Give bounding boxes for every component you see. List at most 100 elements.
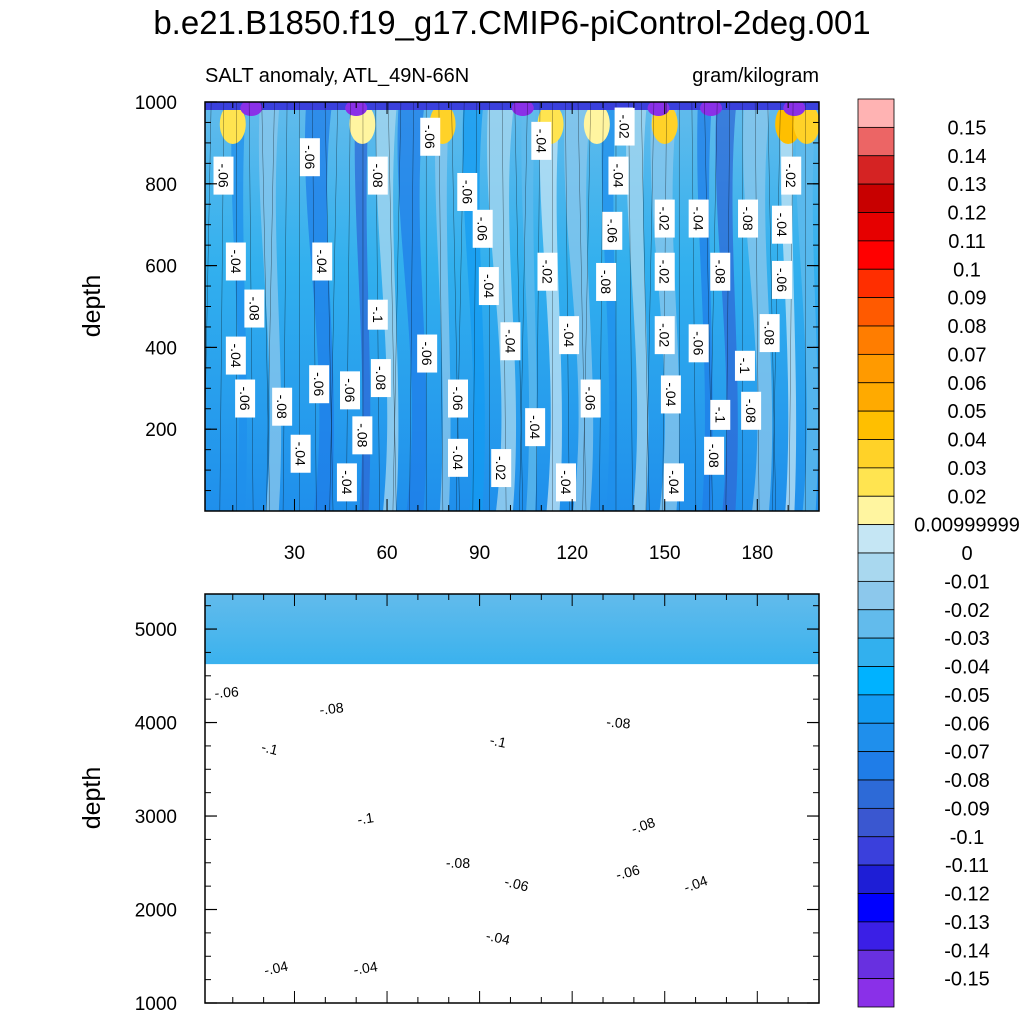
contour-label: -.04 bbox=[688, 199, 709, 238]
contour-label-text: -.06 bbox=[419, 341, 435, 365]
contour-label-text: -.1 bbox=[370, 307, 386, 324]
colorbar-swatch bbox=[857, 212, 895, 242]
contour-label-text: -.1 bbox=[260, 739, 280, 759]
contour-label: -.08 bbox=[741, 391, 762, 430]
x-tick-label: 120 bbox=[556, 543, 588, 564]
colorbar-label: -0.01 bbox=[944, 571, 990, 593]
upper-contour-line bbox=[754, 102, 760, 511]
contour-label-text: -.08 bbox=[274, 395, 290, 419]
colorbar-swatch bbox=[857, 439, 895, 469]
contour-label-box bbox=[312, 242, 333, 281]
colorbar-swatch bbox=[857, 751, 895, 781]
contour-label: -.02 bbox=[781, 156, 802, 195]
colorbar-swatch bbox=[857, 864, 895, 894]
contour-label: -.04 bbox=[225, 242, 246, 281]
contour-label-text: -.08 bbox=[740, 207, 756, 231]
contour-label: -.04 bbox=[312, 242, 333, 281]
upper-surface-min bbox=[345, 102, 368, 116]
upper-contour-line bbox=[662, 102, 667, 511]
colorbar-label: 0.1 bbox=[953, 259, 981, 281]
contour-label: -.02 bbox=[614, 107, 635, 146]
contour-label: -.06 bbox=[206, 680, 247, 704]
contour-label-box bbox=[367, 299, 388, 330]
contour-label-text: -.04 bbox=[527, 415, 543, 439]
upper-contour-line bbox=[324, 102, 334, 511]
upper-contour-line bbox=[514, 102, 524, 511]
contour-label-text: -.06 bbox=[604, 219, 620, 243]
contour-label: -.1 bbox=[252, 734, 287, 762]
contour-label: -.08 bbox=[244, 289, 265, 328]
contour-label-box bbox=[340, 371, 361, 410]
upper-contour-line bbox=[641, 102, 650, 511]
contour-label-box bbox=[272, 387, 293, 426]
upper-contour-line bbox=[329, 102, 338, 511]
colorbar-label: -0.03 bbox=[944, 628, 990, 650]
contour-label-box bbox=[225, 242, 246, 281]
contour-label-box bbox=[606, 857, 649, 887]
colorbar-swatch bbox=[857, 609, 895, 639]
upper-contour-line bbox=[577, 102, 587, 511]
lower-y-axis-label: depth bbox=[78, 767, 106, 830]
colorbar-label: 0.08 bbox=[948, 316, 987, 338]
colorbar-label: 0.14 bbox=[948, 146, 987, 168]
colorbar-swatch bbox=[857, 495, 895, 526]
contour-label-text: -.08 bbox=[743, 399, 759, 423]
colorbar: 0.15 0.14 0.13 0.12 0.11 0.1 0.09 0.08 0.07 0.06 0… bbox=[857, 98, 1020, 1008]
contour-label-box bbox=[290, 434, 311, 473]
colorbar-swatch bbox=[857, 183, 895, 213]
contour-label: -.06 bbox=[495, 869, 538, 899]
contour-label-box bbox=[710, 399, 731, 430]
contour-label-box bbox=[710, 252, 731, 291]
contour-label-box bbox=[244, 289, 265, 328]
colorbar-swatch bbox=[857, 240, 895, 270]
contour-label-box bbox=[771, 205, 792, 244]
contour-label: -.06 bbox=[580, 379, 601, 418]
contour-label: -.06 bbox=[688, 324, 709, 363]
colorbar-label: -0.06 bbox=[944, 713, 990, 735]
y-tick-label: 1000 bbox=[135, 93, 177, 114]
contour-label-text: -.06 bbox=[302, 145, 318, 169]
contour-label-text: -.04 bbox=[293, 442, 309, 466]
colorbar-label: 0.04 bbox=[948, 430, 987, 452]
colorbar-swatch bbox=[857, 694, 895, 724]
contour-label-box bbox=[537, 252, 558, 291]
contour-label-text: -.04 bbox=[610, 164, 626, 188]
contour-label-text: -.04 bbox=[481, 274, 497, 298]
upper-contour-line bbox=[599, 102, 604, 511]
contour-label-box bbox=[660, 375, 681, 414]
upper-surface-min bbox=[783, 102, 806, 116]
contour-label: -.06 bbox=[213, 156, 234, 195]
colorbar-swatch bbox=[857, 949, 895, 980]
x-tick-label: 180 bbox=[741, 543, 773, 564]
contour-label-box bbox=[213, 156, 234, 195]
lower-no-data bbox=[205, 664, 819, 1003]
colorbar-swatch bbox=[857, 552, 895, 582]
contour-label: -.08 bbox=[759, 314, 780, 353]
contour-label: -.04 bbox=[608, 156, 629, 195]
contour-label-box bbox=[559, 316, 580, 355]
contour-label-box bbox=[481, 728, 515, 755]
contour-label: -.04 bbox=[225, 336, 246, 375]
contour-label-text: -.1 bbox=[712, 407, 728, 424]
contour-label: -.04 bbox=[660, 375, 681, 414]
contour-label-text: -.08 bbox=[246, 296, 262, 320]
contour-label-text: -.1 bbox=[737, 358, 753, 375]
contour-label: -.04 bbox=[336, 463, 357, 502]
lower-panel: -.04 -.04 -.04 -.06 -.08 -.06 -.04 -.08 -.1 -.1 -.… bbox=[78, 593, 820, 1015]
upper-field-stripe bbox=[354, 102, 371, 511]
contour-label-box bbox=[596, 262, 617, 301]
contour-label: -.04 bbox=[345, 955, 386, 981]
x-tick-label: 60 bbox=[376, 543, 397, 564]
colorbar-label: 0.03 bbox=[948, 458, 987, 480]
contour-label-text: -.06 bbox=[459, 180, 475, 204]
contour-label: -.08 bbox=[367, 156, 388, 195]
upper-field-stripe bbox=[715, 102, 738, 511]
contour-label: -.06 bbox=[309, 365, 330, 404]
contour-label: -.04 bbox=[555, 463, 576, 502]
upper-field-stripe bbox=[539, 102, 562, 511]
contour-label-text: -.08 bbox=[598, 270, 614, 294]
lower-y-ticks: 1000 2000 3000 4000 5000 bbox=[135, 605, 819, 1015]
y-tick-label: 4000 bbox=[135, 714, 177, 735]
contour-label-box bbox=[299, 138, 320, 177]
contour-label-box bbox=[580, 379, 601, 418]
